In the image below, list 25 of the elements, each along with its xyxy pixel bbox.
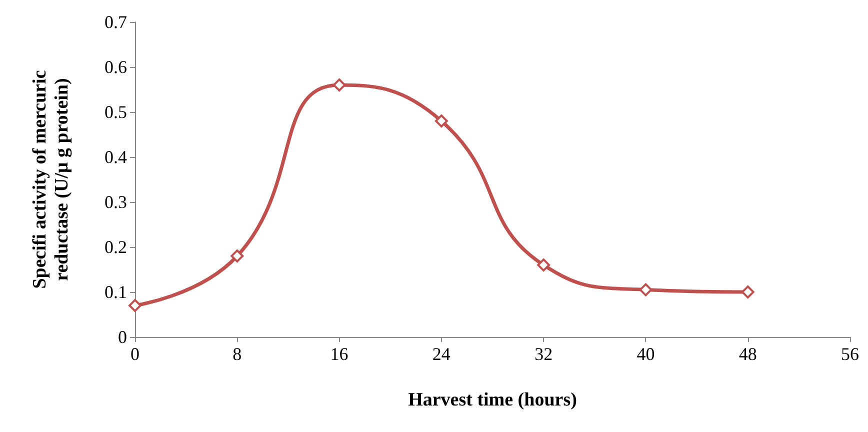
x-tick-label: 32: [534, 344, 553, 364]
y-tick-label: 0.3: [104, 192, 127, 212]
y-tick-label: 0.4: [104, 147, 127, 167]
x-tick-label: 24: [432, 344, 450, 364]
x-tick-label: 56: [841, 344, 859, 364]
y-tick-label: 0: [118, 327, 127, 347]
point: [434, 114, 448, 128]
y-tick-label: 0.7: [104, 12, 127, 32]
x-tick-label: 16: [330, 344, 348, 364]
x-tick-label: 48: [738, 344, 757, 364]
y-tick-label: 0.1: [104, 282, 127, 302]
point: [332, 78, 346, 92]
x-tick-label: 8: [232, 344, 242, 364]
y-axis-title: Specifi activity of mercuric reductase (U/μ g protein): [30, 70, 72, 289]
point: [230, 250, 244, 262]
point: [537, 258, 550, 272]
y-tick-label: 0.5: [104, 102, 127, 122]
point: [128, 299, 142, 312]
y-tick-label: 0.2: [104, 237, 127, 257]
point: [741, 286, 754, 298]
point: [639, 283, 652, 296]
y-tick-label: 0.6: [104, 57, 127, 77]
x-tick-label: 0: [130, 344, 140, 364]
x-tick-label: 40: [636, 344, 655, 364]
x-axis-title: Harvest time (hours): [408, 390, 577, 410]
